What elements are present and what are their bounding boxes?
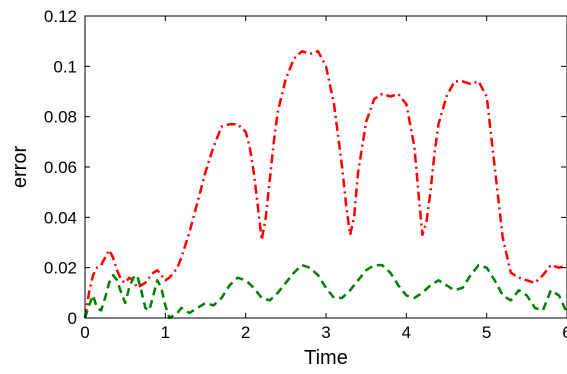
y-axis-label: error: [9, 146, 31, 189]
x-tick-label: 2: [241, 323, 250, 342]
x-axis: 0 1 2 3 4 5 6: [80, 16, 567, 342]
y-axis: 0 0.02 0.04 0.06 0.08 0.1 0.12: [44, 7, 566, 328]
x-axis-label: Time: [304, 347, 348, 369]
y-tick-label: 0: [68, 309, 77, 328]
x-tick-label: 1: [161, 323, 170, 342]
x-tick-label: 0: [80, 323, 89, 342]
plot-series: [83, 49, 567, 320]
y-tick-label: 0.06: [44, 158, 77, 177]
y-tick-label: 0.04: [44, 208, 77, 227]
series-line-2: [83, 263, 567, 320]
y-tick-label: 0.1: [53, 57, 77, 76]
plot-frame: [84, 15, 567, 319]
x-tick-label: 6: [562, 323, 567, 342]
y-tick-label: 0.12: [44, 7, 77, 26]
x-tick-label: 3: [321, 323, 330, 342]
x-tick-label: 5: [482, 323, 491, 342]
series-line-1: [83, 49, 567, 319]
y-tick-label: 0.08: [44, 108, 77, 127]
y-tick-label: 0.02: [44, 259, 77, 278]
x-tick-label: 4: [402, 323, 411, 342]
